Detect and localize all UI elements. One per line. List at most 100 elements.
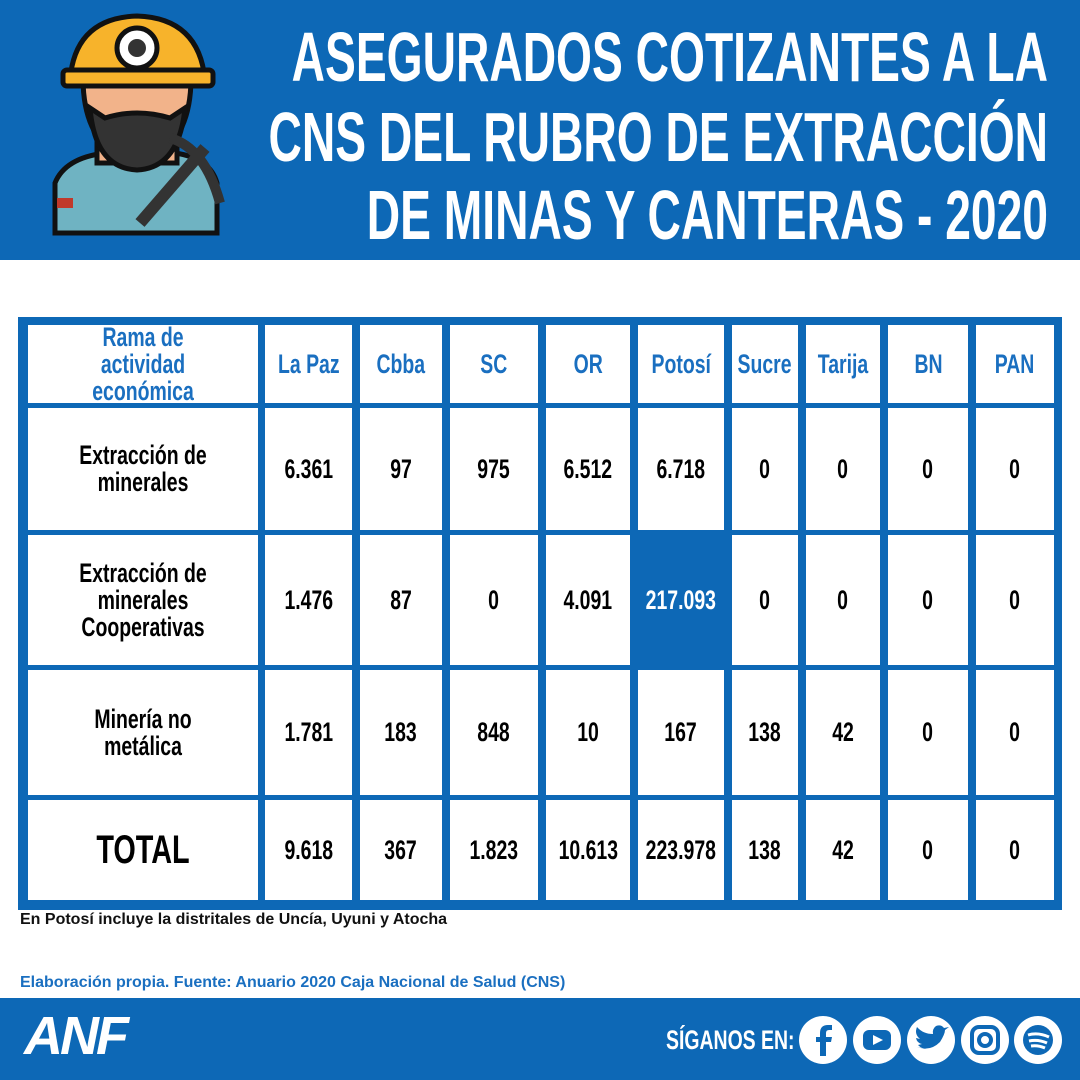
cell-text: 1.823 [469, 834, 519, 865]
cell-text: 138 [748, 717, 782, 747]
table-cell: 0 [806, 535, 880, 665]
table-cell: 97 [360, 408, 442, 530]
cell-text: 6.361 [284, 453, 333, 484]
title-line: ASEGURADOS COTIZANTES A LA [291, 18, 1048, 96]
cell-text: 0 [837, 584, 849, 615]
cell-text: 0 [922, 717, 934, 747]
table-cell: 42 [806, 670, 880, 795]
cell-text: 4.091 [563, 584, 613, 615]
table-cell: 167 [638, 670, 724, 795]
cell-text: 975 [477, 453, 511, 484]
cell-text: 87 [390, 584, 412, 615]
table-cell: 0 [732, 408, 798, 530]
cell-text: OR [573, 348, 603, 379]
cell-text: 0 [922, 584, 934, 615]
cell-text: 0 [922, 453, 934, 484]
table-cell: La Paz [265, 325, 352, 403]
cell-text: 9.618 [284, 834, 333, 865]
table-cell: 10 [546, 670, 630, 795]
table-cell: 0 [976, 408, 1054, 530]
table-cell: 975 [450, 408, 538, 530]
table-cell: OR [546, 325, 630, 403]
table-cell: Sucre [732, 325, 798, 403]
cell-text: La Paz [277, 348, 340, 379]
table-cell: 223.978 [638, 800, 724, 900]
cell-text: 0 [1009, 584, 1021, 615]
table-cell: 138 [732, 670, 798, 795]
cell-text: 0 [1009, 453, 1021, 484]
table-cell: 1.476 [265, 535, 352, 665]
table-cell: 10.613 [546, 800, 630, 900]
cell-text: 183 [384, 717, 418, 747]
table-cell: 9.618 [265, 800, 352, 900]
cell-text: Potosí [651, 348, 711, 379]
cell-text: 97 [390, 453, 412, 484]
cell-text: 6.512 [563, 453, 613, 484]
cell-text: 0 [759, 584, 771, 615]
table-cell: 0 [888, 408, 968, 530]
title-line: CNS DEL RUBRO DE EXTRACCIÓN [268, 98, 1048, 176]
table-cell: 87 [360, 535, 442, 665]
table-cell: 6.361 [265, 408, 352, 530]
cell-text: 0 [759, 453, 771, 484]
cell-text: 167 [664, 717, 698, 747]
cell-text: 42 [832, 834, 854, 865]
table-cell: 0 [976, 535, 1054, 665]
header: ASEGURADOS COTIZANTES A LA CNS DEL RUBRO… [0, 0, 1080, 260]
miner-icon [52, 13, 225, 236]
table-cell: 0 [806, 408, 880, 530]
table-cell: 138 [732, 800, 798, 900]
cell-text: 0 [1009, 834, 1021, 865]
table-cell: 6.512 [546, 408, 630, 530]
cell-text: 0 [488, 584, 500, 615]
table-cell: 1.823 [450, 800, 538, 900]
social-icons [799, 1016, 1062, 1064]
cell-text: 217.093 [645, 584, 717, 615]
table-cell: Potosí [638, 325, 724, 403]
table-cell: Tarija [806, 325, 880, 403]
cell-text: Extracción de minerales [79, 440, 207, 497]
cell-text: BN [913, 348, 943, 379]
table-cell: 42 [806, 800, 880, 900]
cell-text: 1.781 [284, 717, 333, 747]
table-cell: SC [450, 325, 538, 403]
cell-text: 42 [832, 717, 854, 747]
table-cell: 6.718 [638, 408, 724, 530]
cell-text: Extracción de minerales Cooperativas [79, 557, 207, 642]
table-cell: Extracción de minerales Cooperativas [28, 535, 258, 665]
cell-text: Minería no metálica [94, 703, 192, 761]
cell-text: 0 [1009, 717, 1021, 747]
table-cell: Cbba [360, 325, 442, 403]
cell-text: 1.476 [284, 584, 333, 615]
table-cell: 367 [360, 800, 442, 900]
cell-text: 848 [477, 717, 511, 747]
table-cell: 217.093 [638, 535, 724, 665]
table-cell: 0 [976, 670, 1054, 795]
table-cell: Rama de actividad económica [28, 321, 258, 406]
cell-text: TOTAL [96, 828, 190, 872]
table-cell: 0 [888, 800, 968, 900]
cell-text: SC [480, 348, 508, 379]
table-cell: 183 [360, 670, 442, 795]
cell-text: Sucre [737, 348, 793, 379]
table-cell: 848 [450, 670, 538, 795]
table-cell: 0 [732, 535, 798, 665]
cell-text: Rama de actividad económica [92, 321, 194, 406]
title-line: DE MINAS Y CANTERAS - 2020 [366, 176, 1048, 254]
table-cell: 0 [450, 535, 538, 665]
table-cell: 4.091 [546, 535, 630, 665]
cell-text: 0 [837, 453, 849, 484]
cell-text: 223.978 [645, 834, 717, 865]
cell-text: Tarija [817, 348, 869, 379]
table-cell: Minería no metálica [28, 670, 258, 795]
cell-text: Cbba [376, 348, 426, 379]
follow-label: SÍGANOS EN: [666, 1025, 795, 1055]
cell-text: 367 [384, 834, 418, 865]
table-cell: Extracción de minerales [28, 408, 258, 530]
table-cell: 0 [888, 535, 968, 665]
table-cell: PAN [976, 325, 1054, 403]
table-cell: 1.781 [265, 670, 352, 795]
note: En Potosí incluye la distritales de Uncí… [20, 911, 448, 928]
cell-text: 10.613 [558, 834, 618, 865]
cell-text: PAN [995, 348, 1035, 379]
